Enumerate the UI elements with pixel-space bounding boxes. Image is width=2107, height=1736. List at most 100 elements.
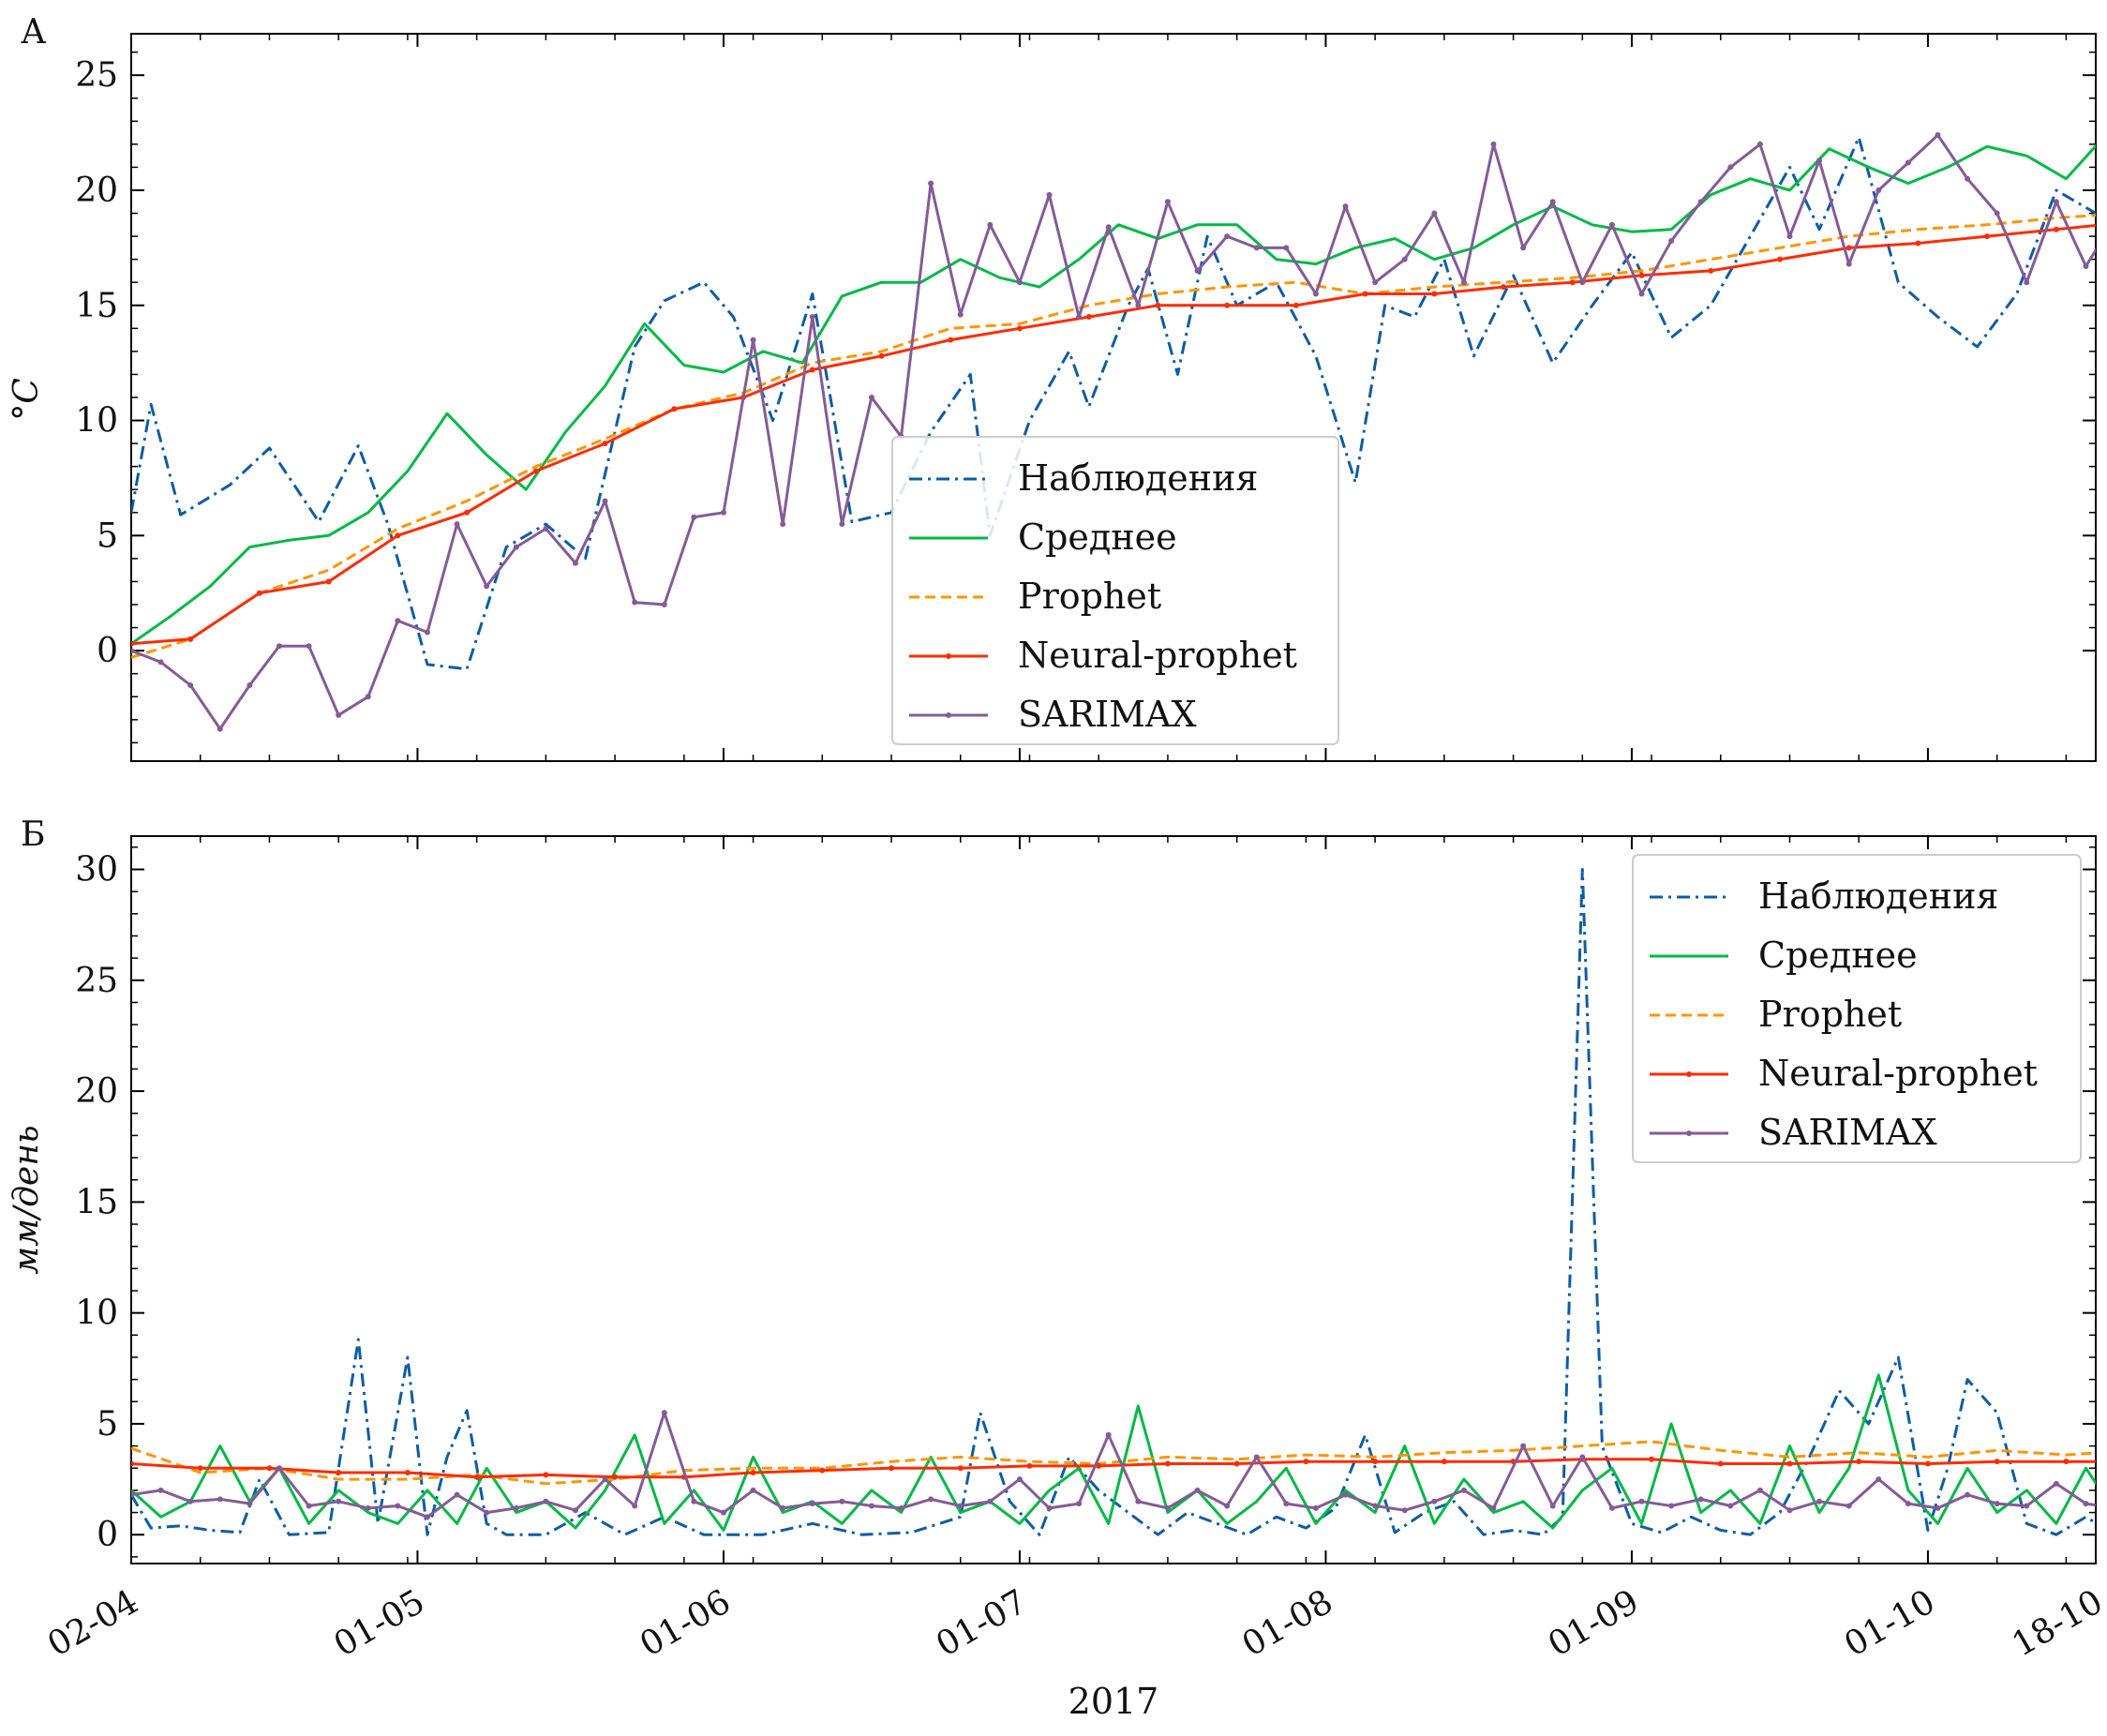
x-tick-label: 01-10 — [1838, 1582, 1941, 1664]
series-point-sarimax — [1668, 238, 1675, 245]
legend-label: SARIMAX — [1758, 1112, 1937, 1153]
series-point-neural — [1501, 284, 1507, 291]
series-point-neural — [473, 1474, 480, 1480]
series-point-sarimax — [898, 1504, 904, 1511]
x-tick-label: 01-05 — [328, 1582, 431, 1664]
series-point-neural — [671, 406, 678, 412]
series-point-sarimax — [1520, 245, 1527, 251]
series-point-sarimax — [2024, 279, 2030, 286]
series-point-sarimax — [1283, 1501, 1290, 1507]
series-point-sarimax — [1549, 199, 1556, 205]
series-point-sarimax — [632, 1503, 638, 1509]
series-point-neural — [187, 636, 194, 642]
series-point-sarimax — [750, 1487, 756, 1493]
series-point-neural — [1569, 279, 1576, 286]
series-point-sarimax — [987, 1498, 994, 1504]
series-point-sarimax — [157, 659, 164, 666]
series-point-sarimax — [868, 1503, 874, 1509]
legend-label: Prophet — [1758, 994, 1902, 1035]
series-point-sarimax — [1401, 256, 1408, 262]
series-point-sarimax — [1135, 1498, 1142, 1504]
series-point-sarimax — [365, 694, 371, 700]
series-point-sarimax — [1994, 210, 2000, 217]
series-point-sarimax — [247, 681, 253, 688]
x-tick-label: 01-09 — [1542, 1582, 1645, 1664]
series-point-neural — [336, 1470, 342, 1475]
series-point-neural — [809, 367, 815, 373]
series-point-sarimax — [1342, 203, 1349, 210]
series-point-sarimax — [1253, 1454, 1260, 1460]
series-point-sarimax — [1224, 233, 1231, 240]
series-point-sarimax — [217, 726, 223, 732]
series-line-sarimax — [131, 133, 2096, 731]
series-point-sarimax — [1194, 267, 1201, 274]
series-point-neural — [957, 1465, 964, 1472]
series-point-neural — [1372, 1459, 1379, 1465]
series-point-neural — [1016, 325, 1023, 332]
series-point-neural — [256, 590, 262, 596]
series-point-sarimax — [661, 1410, 667, 1416]
series-point-neural — [1845, 245, 1852, 251]
series-point-neural — [602, 441, 608, 447]
y-tick-label: 10 — [75, 1295, 118, 1333]
y-axis-label-a: °C — [7, 378, 46, 421]
series-point-sarimax — [602, 498, 608, 504]
series-point-sarimax — [809, 314, 815, 321]
legend-frame — [891, 436, 1339, 745]
series-point-sarimax — [424, 1514, 430, 1520]
y-tick-label: 15 — [75, 287, 118, 325]
series-point-sarimax — [1105, 1431, 1112, 1438]
series-point-sarimax — [1875, 1476, 1882, 1483]
series-line-prophet — [131, 1440, 2096, 1486]
series-point-neural — [543, 1472, 549, 1478]
series-point-sarimax — [217, 1496, 223, 1503]
series-point-neural — [1649, 1456, 1655, 1462]
series-point-sarimax — [809, 1501, 815, 1507]
series-point-sarimax — [602, 1476, 608, 1483]
series-point-sarimax — [1727, 1503, 1734, 1509]
series-point-sarimax — [1756, 141, 1763, 147]
series-point-sarimax — [691, 1498, 697, 1504]
series-point-sarimax — [1935, 132, 1941, 139]
series-point-sarimax — [1756, 1487, 1763, 1493]
series-point-neural — [1638, 272, 1645, 278]
legend-marker — [946, 653, 951, 659]
series-point-sarimax — [1935, 1504, 1941, 1511]
y-axis-label-b: мм/день — [7, 1125, 46, 1274]
series-point-neural — [1856, 1459, 1862, 1465]
y-tick-label: 20 — [75, 1072, 118, 1111]
series-point-sarimax — [1579, 1454, 1586, 1460]
series-point-sarimax — [1076, 1501, 1083, 1507]
series-point-neural — [750, 1470, 756, 1475]
series-point-sarimax — [454, 1491, 460, 1498]
series-point-sarimax — [336, 711, 342, 718]
series-point-neural — [325, 578, 332, 585]
series-point-sarimax — [131, 1491, 134, 1498]
precipitation-panel: 0 5 10 15 20 25 30 Б мм/день Наблюдения Среднее… — [7, 816, 2097, 1564]
series-point-sarimax — [1164, 199, 1171, 205]
series-point-sarimax — [247, 1501, 253, 1507]
series-point-sarimax — [1520, 1443, 1527, 1449]
series-point-sarimax — [720, 1509, 726, 1516]
series-point-sarimax — [1460, 1487, 1467, 1493]
y-tick-label: 25 — [75, 56, 118, 95]
series-lines-a — [131, 132, 2096, 732]
series-lines-b — [131, 868, 2096, 1536]
series-point-sarimax — [1549, 1503, 1556, 1509]
series-point-sarimax — [750, 337, 756, 343]
series-point-sarimax — [2083, 1501, 2089, 1507]
series-point-sarimax — [306, 1503, 312, 1509]
series-point-sarimax — [1668, 1503, 1675, 1509]
series-point-neural — [131, 1460, 134, 1467]
series-point-sarimax — [1816, 157, 1823, 164]
y-tick-label: 30 — [75, 850, 118, 889]
series-point-neural — [1786, 1460, 1793, 1467]
series-point-sarimax — [1076, 314, 1083, 321]
series-point-neural — [1362, 291, 1368, 297]
series-point-sarimax — [1283, 245, 1290, 251]
series-point-sarimax — [1965, 1491, 1971, 1498]
series-point-neural — [878, 352, 885, 359]
legend-label: Наблюдения — [1018, 457, 1258, 499]
series-point-sarimax — [780, 1504, 786, 1511]
legend-marker — [1686, 1130, 1692, 1136]
